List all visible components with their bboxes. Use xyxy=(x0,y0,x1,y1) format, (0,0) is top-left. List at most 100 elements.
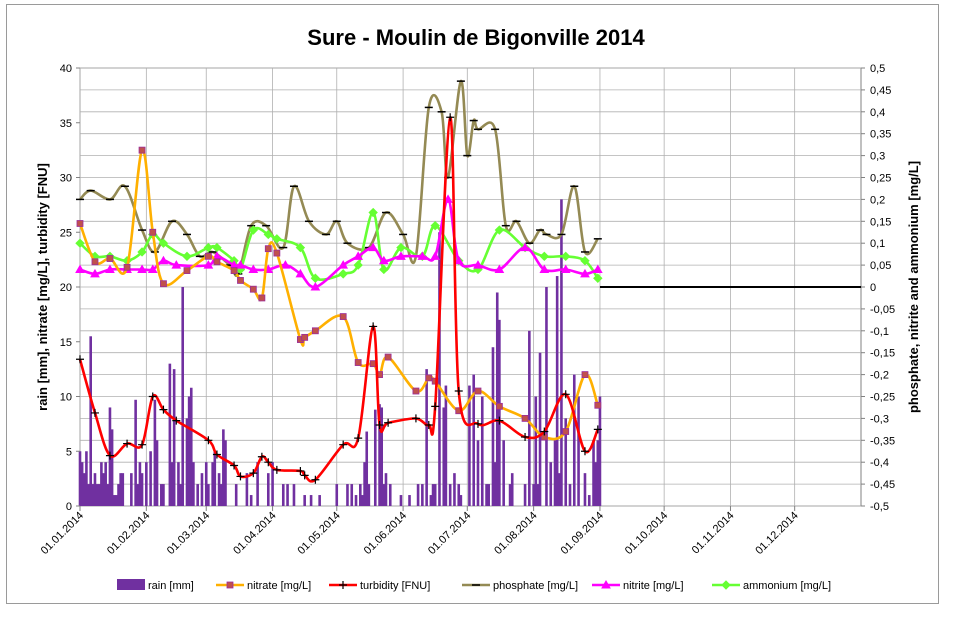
rain-bar xyxy=(598,396,602,506)
y-axis-left-tick-label: 0 xyxy=(66,501,72,513)
ammonium-point xyxy=(295,242,306,253)
nitrite-point xyxy=(338,260,349,269)
rain-bar xyxy=(130,473,133,506)
legend: rain [mm] nitrate [mg/L] turbidity [FNU] ph… xyxy=(117,579,831,592)
rain-bar xyxy=(592,440,595,506)
turbidity-point xyxy=(495,416,504,425)
ammonium-point xyxy=(137,247,147,257)
nitrite-point xyxy=(580,268,590,278)
turbidity-point xyxy=(296,466,305,475)
rain-bars xyxy=(78,199,602,506)
ammonium-point xyxy=(494,225,505,235)
rain-bar xyxy=(545,287,548,506)
y-axis-right-tick-label: 0,05 xyxy=(870,260,891,272)
nitrate-point xyxy=(474,387,482,395)
nitrate-point xyxy=(273,249,281,257)
rain-bar xyxy=(384,473,388,506)
turbidity-point xyxy=(249,469,258,478)
rain-bar xyxy=(421,484,424,506)
rain-bar xyxy=(222,429,225,506)
chart-title: Sure - Moulin de Bigonville 2014 xyxy=(307,25,645,50)
rain-bar xyxy=(373,409,377,506)
rain-bar xyxy=(502,440,505,506)
rain-bar xyxy=(378,404,381,506)
rain-bar xyxy=(487,484,490,506)
rain-bar xyxy=(78,451,82,506)
rain-bar xyxy=(87,484,90,506)
nitrite-point xyxy=(560,264,571,273)
rain-bar xyxy=(476,440,480,506)
turbidity-point xyxy=(138,440,147,449)
rain-bar xyxy=(140,473,144,506)
x-axis-tick-label: 01.02.2014 xyxy=(105,510,152,557)
legend-marker-ammonium xyxy=(721,580,731,590)
rain-bar xyxy=(177,462,180,506)
rain-bar xyxy=(408,495,411,506)
rain-bar xyxy=(457,484,461,506)
turbidity-point xyxy=(593,425,602,434)
rain-bar xyxy=(577,396,580,506)
rain-bar xyxy=(382,484,386,506)
x-axis-tick-label: 01.07.2014 xyxy=(426,510,473,557)
y-axis-right-tick-label: 0,2 xyxy=(870,194,885,206)
rain-bar xyxy=(594,462,597,506)
rain-bar xyxy=(468,385,471,506)
legend-label-ammonium: ammonium [mg/L] xyxy=(743,580,831,592)
rain-bar xyxy=(200,473,204,506)
x-axis-tick-label: 01.06.2014 xyxy=(362,510,409,557)
rain-bar xyxy=(187,396,191,506)
rain-bar xyxy=(102,473,105,506)
legend-label-turbidity: turbidity [FNU] xyxy=(360,580,430,592)
rain-bar xyxy=(438,232,441,506)
turbidity-point xyxy=(212,450,221,459)
rain-bar xyxy=(350,484,354,506)
ammonium-point xyxy=(203,242,214,253)
nitrite-point xyxy=(158,255,169,265)
nitrate-point xyxy=(594,401,602,409)
rain-bar xyxy=(138,462,142,506)
nitrite-point xyxy=(137,264,147,273)
nitrite-point xyxy=(90,268,100,278)
nitrate-point xyxy=(425,374,433,382)
legend-marker-turbidity xyxy=(339,581,347,589)
nitrate-point xyxy=(264,245,272,253)
rain-bar xyxy=(281,484,285,506)
rain-bar xyxy=(303,495,306,506)
rain-bar xyxy=(536,484,540,506)
ammonium-point xyxy=(379,264,389,275)
nitrate-point xyxy=(301,333,309,341)
legend-marker-nitrite xyxy=(601,579,611,589)
x-axis-tick-label: 01.05.2014 xyxy=(295,510,342,557)
nitrite-point xyxy=(368,242,379,252)
ammonium-point xyxy=(338,269,348,279)
turbidity-point xyxy=(272,465,281,474)
rain-bar xyxy=(493,462,497,506)
nitrite-point xyxy=(280,260,291,269)
rain-bar xyxy=(245,473,249,506)
rain-bar xyxy=(134,399,137,506)
x-axis-tick-label: 01.04.2014 xyxy=(231,510,278,557)
nitrate-point xyxy=(204,252,212,260)
y-axis-right-tick-label: -0,4 xyxy=(870,457,889,469)
rain-bar xyxy=(568,484,572,506)
nitrite-point xyxy=(417,251,428,260)
nitrite-point xyxy=(248,264,259,273)
y-axis-right-tick-label: -0,5 xyxy=(870,501,889,513)
y-axis-right-tick-label: -0,2 xyxy=(870,370,889,382)
y-axis-right-tick-label: 0,25 xyxy=(870,173,891,185)
rain-bar xyxy=(149,451,152,506)
rain-bar xyxy=(211,462,214,506)
rain-bar xyxy=(196,484,199,506)
rain-bar xyxy=(179,484,182,506)
rain-bar xyxy=(534,396,538,506)
nitrite-point xyxy=(396,251,406,260)
rain-bar xyxy=(219,484,223,506)
y-axis-right-tick-label: -0,3 xyxy=(870,413,889,425)
ammonium-point xyxy=(158,238,169,248)
rain-bar xyxy=(249,495,253,506)
rain-bar xyxy=(549,462,553,506)
rain-bar xyxy=(256,462,259,506)
legend-label-nitrite: nitrite [mg/L] xyxy=(623,580,684,592)
ammonium-point xyxy=(561,251,571,262)
